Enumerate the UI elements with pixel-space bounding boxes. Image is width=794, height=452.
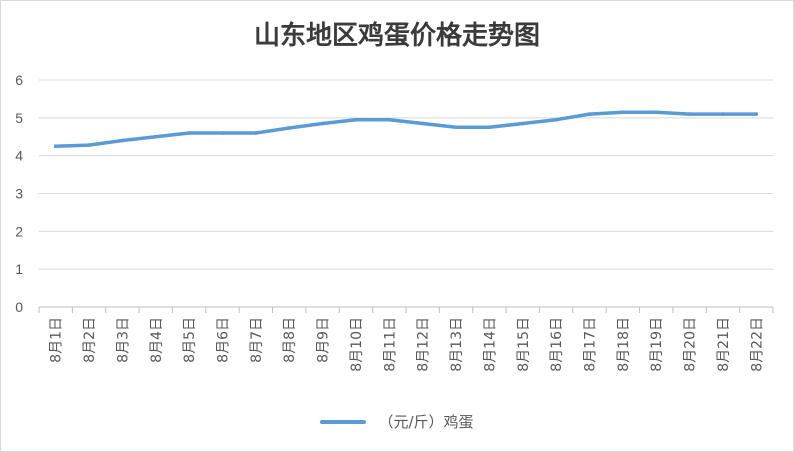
- x-tick-label: 8月7日: [249, 317, 265, 363]
- data-point: [153, 134, 158, 139]
- x-tick-label: 8月16日: [549, 317, 565, 372]
- data-point: [120, 138, 125, 143]
- data-point: [520, 121, 525, 126]
- data-point: [721, 112, 725, 116]
- y-axis-ticks: 0 1 2 3 4 5 6: [15, 72, 23, 315]
- data-point: [53, 144, 58, 149]
- data-point: [187, 131, 191, 135]
- x-axis: [38, 306, 774, 313]
- x-tick-label: 8月21日: [716, 317, 732, 372]
- data-point: [387, 117, 392, 122]
- x-tick-label: 8月5日: [182, 317, 198, 363]
- y-tick-label: 5: [15, 110, 23, 126]
- data-point: [754, 112, 759, 116]
- x-tick-label: 8月14日: [482, 317, 498, 372]
- x-tick-label: 8月18日: [616, 317, 632, 372]
- x-tick-label: 8月4日: [149, 317, 165, 363]
- y-tick-label: 3: [15, 186, 23, 202]
- data-point: [220, 131, 225, 135]
- x-axis-ticks: 8月1日 8月2日 8月3日 8月4日 8月5日 8月6日 8月7日 8月8日 8月9日 8月10…: [49, 317, 766, 372]
- x-tick-label: 8月12日: [416, 317, 432, 372]
- x-tick-label: 8月2日: [82, 317, 98, 363]
- series-layer: [53, 110, 759, 149]
- x-tick-label: 8月11日: [382, 317, 398, 372]
- x-tick-label: 8月22日: [749, 317, 765, 372]
- x-tick-label: 8月13日: [449, 317, 465, 372]
- legend-label: （元/斤）鸡蛋: [378, 413, 474, 431]
- data-point: [554, 117, 558, 122]
- y-tick-label: 1: [15, 261, 23, 277]
- data-point: [687, 112, 692, 116]
- legend-swatch: [320, 419, 367, 424]
- data-point: [287, 126, 292, 130]
- x-tick-label: 8月3日: [115, 317, 131, 363]
- x-tick-label: 8月9日: [316, 317, 332, 363]
- data-point: [487, 125, 492, 130]
- data-point: [621, 110, 625, 114]
- gridlines: [39, 79, 773, 270]
- x-tick-label: 8月17日: [583, 317, 599, 372]
- x-tick-label: 8月6日: [216, 317, 232, 363]
- x-tick-label: 8月10日: [349, 317, 365, 372]
- x-tick-label: 8月19日: [649, 317, 665, 372]
- data-point: [587, 112, 592, 116]
- series-line: [53, 110, 759, 148]
- data-point: [87, 143, 91, 147]
- x-tick-label: 8月8日: [282, 317, 298, 363]
- data-point: [354, 117, 358, 122]
- data-point: [454, 125, 458, 130]
- data-point: [420, 121, 425, 126]
- data-point: [654, 110, 659, 114]
- legend: （元/斤）鸡蛋: [1, 411, 793, 432]
- data-point: [320, 121, 325, 126]
- y-tick-label: 0: [15, 299, 23, 315]
- x-tick-label: 8月20日: [683, 317, 699, 372]
- y-tick-label: 4: [15, 148, 23, 164]
- y-tick-label: 6: [15, 72, 23, 88]
- data-point: [254, 131, 258, 135]
- x-tick-label: 8月1日: [49, 317, 65, 363]
- chart-title: 山东地区鸡蛋价格走势图: [253, 21, 540, 51]
- y-tick-label: 2: [15, 223, 23, 239]
- x-tick-label: 8月15日: [516, 317, 532, 372]
